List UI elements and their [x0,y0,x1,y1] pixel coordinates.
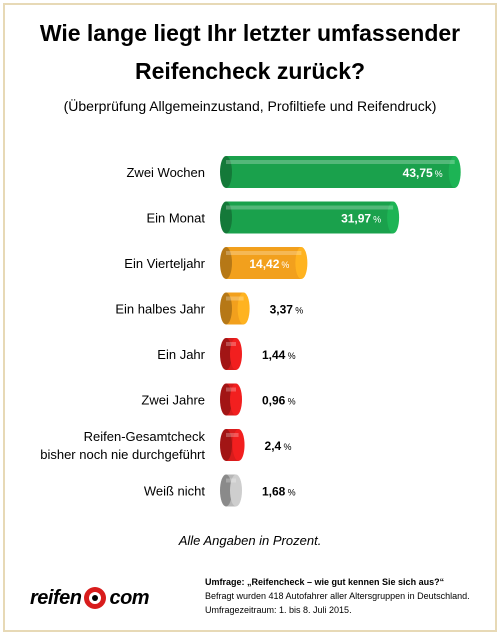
value-label: 0,96 [262,394,286,408]
chart-title-line-1: Wie lange liegt Ihr letzter umfassender [39,20,461,46]
category-label: Ein Monat [146,211,205,226]
survey-line-2: Umfragezeitraum: 1. bis 8. Juli 2015. [205,605,352,615]
bar [226,156,455,188]
value-label: 31,97 [341,212,371,226]
survey-head: Umfrage: „Reifencheck – wie gut kennen S… [205,577,445,587]
category-label: Ein halbes Jahr [115,302,205,317]
bar-highlight [226,387,236,392]
survey-info: Umfrage: „Reifencheck – wie gut kennen S… [205,575,490,617]
unit-label: % [284,442,292,452]
category-label: Zwei Jahre [141,393,205,408]
bar-group: Ein Jahr 1,44% [157,338,296,370]
tire-logo-icon [84,587,107,609]
value-label: 1,44 [262,348,286,362]
bar-right-cap [295,247,308,279]
unit-label: % [288,488,296,498]
bar-left-cap [220,338,232,370]
bar-group: Reifen-Gesamtcheck bisher noch nie durchg… [40,429,292,462]
logo-text-left: reifen [30,586,82,609]
bar-right-cap [387,201,400,234]
unit-label: % [288,397,296,407]
bar-right-cap [230,383,242,416]
value-label: 2,4 [265,439,282,453]
unit-label: % [288,351,296,361]
bar-highlight [226,296,244,301]
bar-highlight [226,205,394,210]
category-label: Weiß nicht [144,484,206,499]
survey-line-1: Befragt wurden 418 Autofahrer aller Alte… [205,591,470,601]
bar-right-cap [237,292,250,325]
reifen-com-logo: reifen com [30,586,150,610]
category-label: Ein Vierteljahr [124,256,205,271]
unit-label: % [295,306,303,316]
bar-group: Ein halbes Jahr 3,37% [115,292,303,325]
bar-highlight [226,160,455,164]
bar-right-cap [232,429,245,461]
bar-highlight [226,251,302,255]
bar-left-cap [220,383,232,416]
value-label: 14,42 [249,257,279,271]
footnote: Alle Angaben in Prozent. [178,533,322,548]
bar-left-cap [220,201,232,234]
unit-label: % [281,260,289,270]
bar-left-cap [220,156,232,188]
bar-right-cap [230,338,242,370]
bar-left-cap [220,429,232,461]
bar-right-cap [230,474,242,507]
bar [226,201,394,234]
logo-text-right: com [109,586,150,609]
category-label: bisher noch nie durchgeführt [40,447,205,462]
bar-group: Zwei Jahre 0,96% [141,383,296,416]
category-label: Reifen-Gesamtcheck [84,429,206,444]
value-label: 1,68 [262,485,286,499]
unit-label: % [373,215,381,225]
bar-highlight [226,478,236,483]
category-label: Ein Jahr [157,347,205,362]
bar-group: Ein Monat 31,97% [146,201,400,234]
chart-title-line-2: Reifencheck zurück? [134,58,366,84]
value-label: 3,37 [270,303,294,317]
bar-highlight [226,342,236,346]
bar-highlight [226,433,239,437]
bar [226,247,302,279]
value-label: 43,75 [403,166,433,180]
unit-label: % [435,169,443,179]
outer-frame [3,3,497,632]
bar-left-cap [220,292,232,325]
bar-group: Weiß nicht 1,68% [144,474,296,507]
bar-left-cap [220,474,232,507]
chart-subtitle: (Überprüfung Allgemeinzustand, Profiltie… [63,98,437,114]
bar-group: Zwei Wochen 43,75% [126,156,461,188]
bar-group: Ein Vierteljahr 14,42% [124,247,308,279]
bar-left-cap [220,247,232,279]
category-label: Zwei Wochen [126,165,205,180]
bar-right-cap [448,156,461,188]
